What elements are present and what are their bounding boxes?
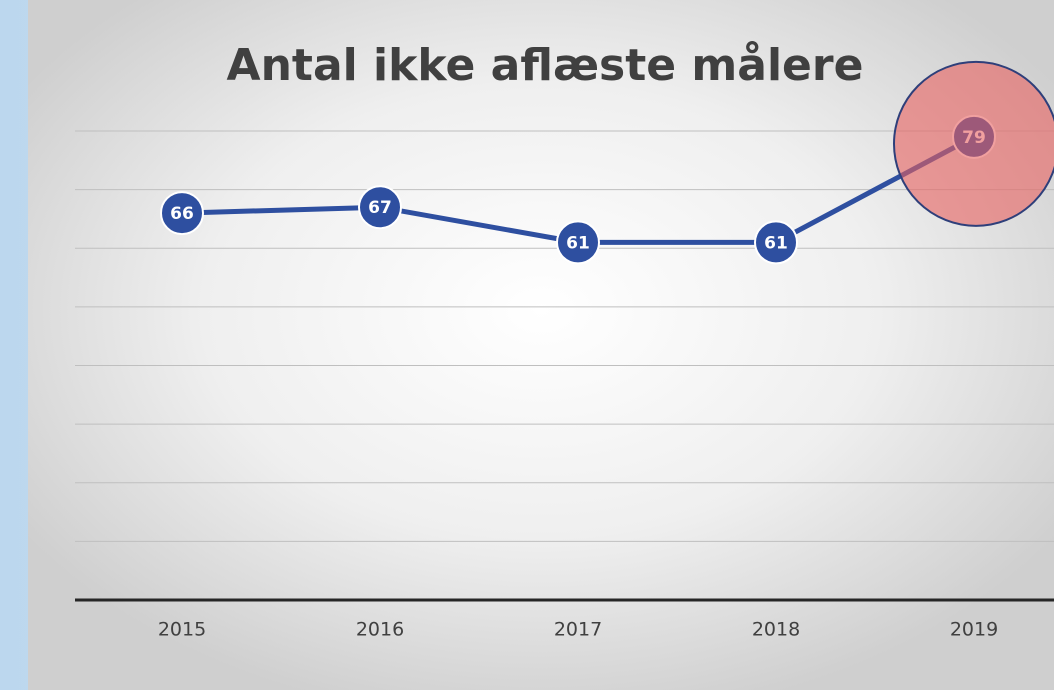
data-label: 61 <box>764 233 788 253</box>
x-tick-label: 2016 <box>356 619 404 641</box>
x-tick-label: 2015 <box>158 619 206 641</box>
x-tick-label: 2018 <box>752 619 800 641</box>
highlight-circle <box>893 60 1054 227</box>
data-point <box>754 220 798 265</box>
data-label: 61 <box>566 233 590 253</box>
data-point <box>160 191 204 236</box>
data-point <box>358 185 402 230</box>
plot: 201520162017201820196667616179 <box>158 60 1054 641</box>
data-label: 66 <box>170 204 194 224</box>
chart-title: Antal ikke aflæste målere <box>227 40 864 91</box>
data-point <box>556 220 600 265</box>
grid <box>75 130 1054 602</box>
x-tick-label: 2017 <box>554 619 602 641</box>
x-tick-label: 2019 <box>950 619 998 641</box>
data-label: 67 <box>368 198 392 218</box>
chart-background <box>28 0 1054 690</box>
